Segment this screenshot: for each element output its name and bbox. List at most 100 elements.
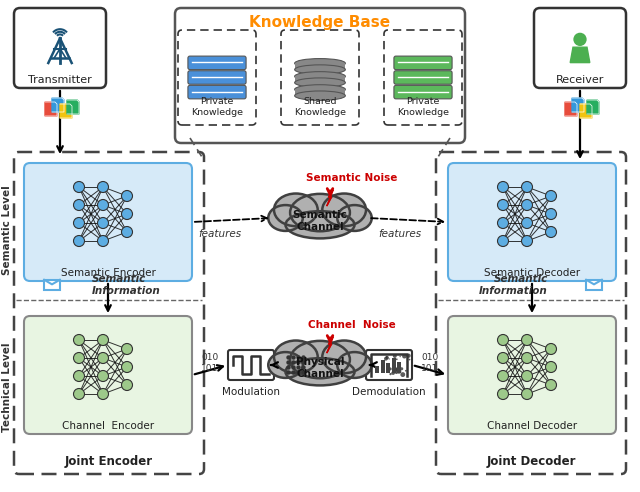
Circle shape [97, 236, 109, 246]
Bar [392, 358, 396, 373]
Bar [375, 366, 379, 373]
Circle shape [405, 370, 406, 371]
Text: Knowledge Base: Knowledge Base [250, 14, 390, 30]
Text: Semantic Noise: Semantic Noise [307, 173, 397, 183]
Text: Semantic Encoder: Semantic Encoder [61, 268, 156, 278]
Circle shape [97, 217, 109, 228]
Circle shape [545, 343, 557, 355]
Circle shape [97, 335, 109, 345]
Circle shape [402, 354, 406, 359]
Circle shape [122, 190, 132, 202]
Text: Semantic Level: Semantic Level [2, 185, 12, 275]
Circle shape [575, 34, 586, 45]
Text: Receiver: Receiver [556, 75, 604, 85]
Circle shape [301, 370, 306, 375]
Circle shape [406, 354, 411, 358]
Polygon shape [67, 100, 79, 114]
Text: Technical Level: Technical Level [2, 342, 12, 432]
Circle shape [395, 371, 398, 374]
Circle shape [522, 335, 532, 345]
Circle shape [301, 355, 306, 360]
Circle shape [74, 236, 84, 246]
Text: Joint Decoder: Joint Decoder [486, 455, 576, 468]
Circle shape [74, 217, 84, 228]
Circle shape [388, 368, 390, 370]
Polygon shape [572, 98, 584, 112]
FancyBboxPatch shape [188, 71, 246, 84]
Circle shape [393, 368, 396, 371]
Circle shape [97, 352, 109, 364]
Text: 010
101: 010 101 [202, 353, 219, 373]
Circle shape [74, 182, 84, 192]
Ellipse shape [274, 340, 317, 373]
FancyBboxPatch shape [448, 316, 616, 434]
FancyBboxPatch shape [394, 56, 452, 69]
Circle shape [394, 368, 398, 371]
Circle shape [296, 365, 301, 369]
Polygon shape [52, 98, 64, 112]
Bar [294, 76, 346, 83]
FancyBboxPatch shape [228, 350, 274, 380]
Ellipse shape [274, 193, 317, 226]
Circle shape [401, 372, 405, 377]
Polygon shape [327, 337, 333, 353]
Text: Physical
Channel: Physical Channel [296, 357, 344, 379]
Circle shape [291, 355, 296, 360]
Bar [386, 364, 390, 373]
Circle shape [286, 355, 291, 360]
Circle shape [497, 217, 509, 228]
Circle shape [122, 226, 132, 238]
Circle shape [545, 209, 557, 219]
Circle shape [397, 369, 401, 374]
Circle shape [497, 199, 509, 211]
Circle shape [386, 356, 388, 358]
Ellipse shape [337, 205, 372, 231]
Text: Private
Knowledge: Private Knowledge [397, 97, 449, 117]
Polygon shape [587, 100, 599, 114]
Circle shape [497, 335, 509, 345]
Circle shape [286, 370, 291, 375]
FancyBboxPatch shape [188, 85, 246, 99]
Ellipse shape [285, 358, 355, 385]
Ellipse shape [294, 91, 346, 100]
Circle shape [522, 199, 532, 211]
Circle shape [545, 226, 557, 238]
Circle shape [522, 182, 532, 192]
Text: Channel  Noise: Channel Noise [308, 320, 396, 330]
FancyBboxPatch shape [24, 163, 192, 281]
Circle shape [286, 360, 291, 365]
Polygon shape [565, 102, 577, 116]
FancyBboxPatch shape [448, 163, 616, 281]
FancyBboxPatch shape [178, 30, 256, 125]
Text: Semantic
Information: Semantic Information [479, 274, 548, 296]
Polygon shape [570, 47, 590, 62]
Polygon shape [327, 190, 333, 206]
Text: Shared
Knowledge: Shared Knowledge [294, 97, 346, 117]
Circle shape [497, 236, 509, 246]
Circle shape [74, 335, 84, 345]
Bar [381, 360, 385, 373]
Circle shape [122, 343, 132, 355]
Text: features: features [198, 229, 241, 239]
Circle shape [296, 355, 301, 360]
FancyBboxPatch shape [394, 71, 452, 84]
Text: Joint Encoder: Joint Encoder [65, 455, 153, 468]
Circle shape [497, 182, 509, 192]
Ellipse shape [294, 59, 346, 68]
Text: Semantic Decoder: Semantic Decoder [484, 268, 580, 278]
Circle shape [399, 356, 401, 357]
Text: Channel Decoder: Channel Decoder [487, 421, 577, 431]
Polygon shape [45, 102, 57, 116]
Circle shape [522, 370, 532, 381]
Circle shape [291, 360, 296, 365]
Text: Semantic
Information: Semantic Information [92, 274, 161, 296]
Ellipse shape [323, 340, 366, 373]
Circle shape [545, 190, 557, 202]
Circle shape [391, 371, 395, 375]
FancyBboxPatch shape [188, 56, 246, 69]
Ellipse shape [268, 205, 303, 231]
Circle shape [522, 352, 532, 364]
Circle shape [97, 370, 109, 381]
Text: features: features [379, 229, 422, 239]
FancyBboxPatch shape [534, 8, 626, 88]
